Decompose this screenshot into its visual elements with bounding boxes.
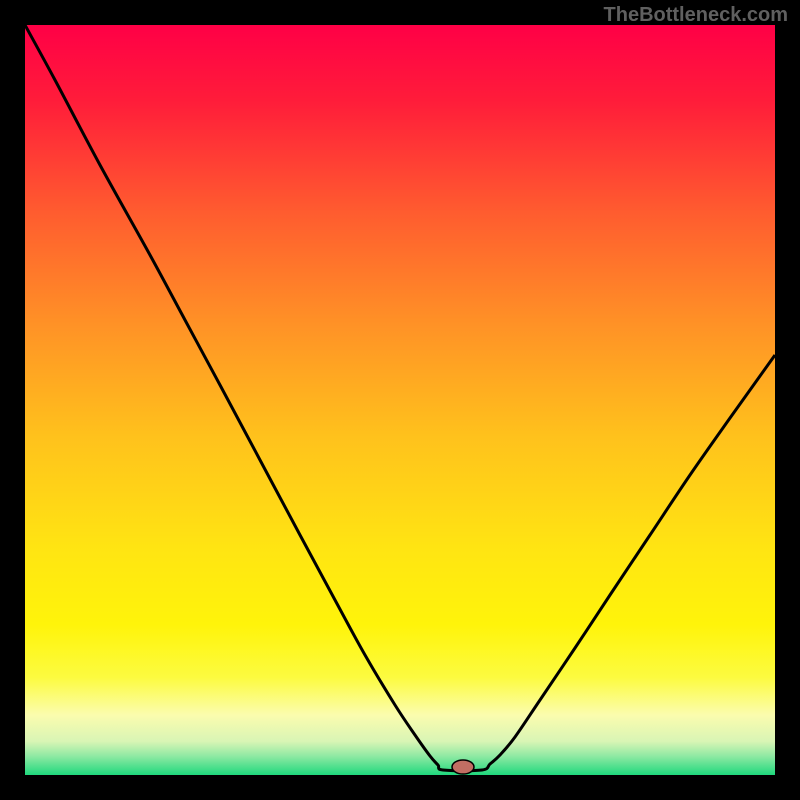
- chart-svg: [0, 0, 800, 800]
- gradient-background: [25, 25, 775, 775]
- minimum-marker: [452, 760, 474, 774]
- bottleneck-chart: TheBottleneck.com: [0, 0, 800, 800]
- watermark-text: TheBottleneck.com: [604, 4, 788, 27]
